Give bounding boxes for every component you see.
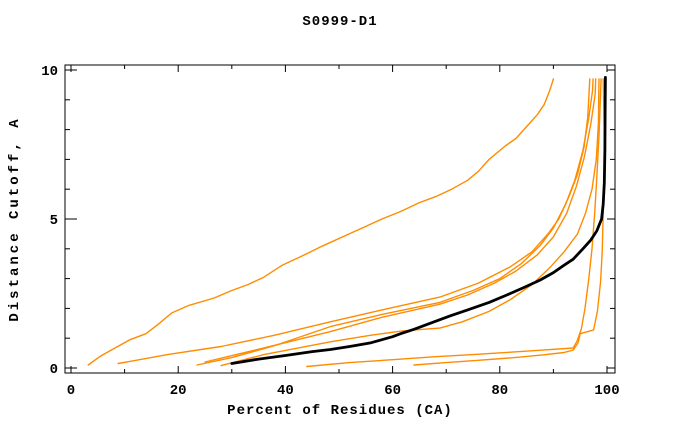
plot-frame [64, 64, 616, 374]
x-tick-label: 80 [491, 383, 508, 399]
x-tick-label: 40 [277, 383, 294, 399]
x-tick-label: 100 [594, 383, 619, 399]
series-black-reference-curve [230, 76, 607, 365]
series-orange-curve-5 [220, 78, 600, 367]
series-orange-curve-6-staircase [306, 78, 602, 368]
y-tick-label: 10 [41, 64, 58, 80]
x-axis-label: Percent of Residues (CA) [227, 403, 453, 419]
series-orange-curve-4 [204, 78, 597, 363]
series-orange-curve-1-outlier [87, 78, 555, 366]
x-tick-label: 20 [170, 383, 187, 399]
x-tick-label: 0 [67, 383, 75, 399]
x-tick-label: 60 [384, 383, 401, 399]
y-tick-label: 5 [50, 213, 58, 229]
chart-title: S0999-D1 [302, 14, 378, 30]
series-orange-curve-7-staircase [413, 78, 605, 366]
series-orange-curve-2 [117, 78, 591, 365]
y-tick-label: 0 [50, 362, 58, 378]
series-orange-curve-3 [196, 78, 594, 366]
